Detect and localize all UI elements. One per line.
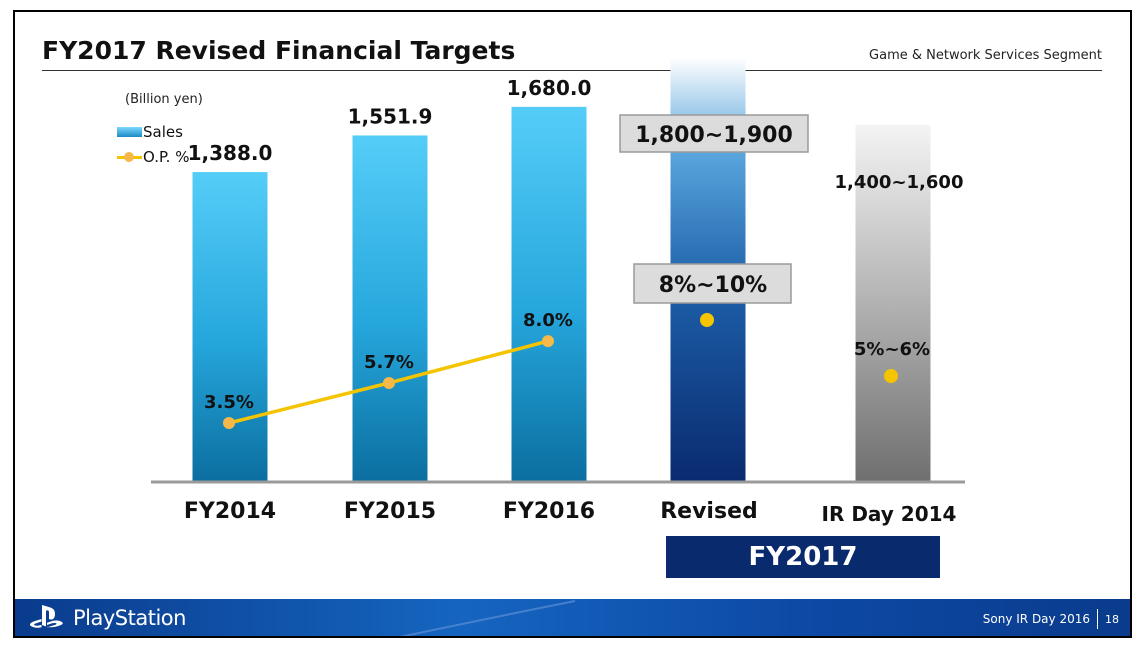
category-label: Revised	[660, 499, 758, 524]
sales-op-chart: 1,388.0 1,551.9 1,680.0 1,800~1,900 1,400~1,…	[151, 57, 965, 526]
legend-sales-label: Sales	[143, 123, 183, 141]
op-point	[223, 417, 235, 429]
op-point	[884, 369, 898, 383]
segment-label: Game & Network Services Segment	[869, 48, 1102, 63]
category-label: FY2014	[184, 499, 276, 524]
category-label: FY2016	[503, 499, 595, 524]
op-value-label: 8.0%	[523, 310, 573, 331]
sales-value-label: 1,388.0	[188, 141, 273, 165]
slide-title: FY2017 Revised Financial Targets	[42, 36, 516, 65]
footer-brand: PlayStation	[73, 606, 186, 630]
revised-sales-box	[619, 114, 809, 153]
category-label: FY2015	[344, 499, 436, 524]
sales-value-label: 1,680.0	[507, 76, 592, 100]
op-value-label: 3.5%	[204, 392, 254, 413]
sales-bar	[511, 106, 587, 482]
playstation-logo: PlayStation	[29, 605, 186, 631]
op-value-label: 5.7%	[364, 352, 414, 373]
footer-swoosh	[399, 600, 576, 636]
unit-label: (Billion yen)	[125, 92, 203, 107]
playstation-icon	[29, 605, 63, 628]
sales-bar	[192, 172, 268, 482]
fy2017-banner: FY2017	[666, 536, 940, 578]
op-point	[700, 313, 714, 327]
op-point	[542, 335, 554, 348]
legend-op: O.P. %	[117, 148, 189, 166]
footer-bar: PlayStation Sony IR Day 2016 18	[15, 599, 1130, 636]
page-number: 18	[1105, 613, 1119, 626]
op-value-label: 5%~6%	[854, 339, 930, 360]
slide-frame: FY2017 Revised Financial Targets Game & …	[13, 10, 1132, 638]
legend-op-label: O.P. %	[143, 148, 190, 166]
op-line-swatch-icon	[117, 151, 142, 163]
title-rule	[42, 70, 1102, 71]
op-value-label: 8%~10%	[659, 273, 767, 298]
sales-bar	[352, 135, 428, 482]
footer-event: Sony IR Day 2016	[982, 612, 1090, 626]
legend-sales: Sales	[117, 123, 183, 141]
footer-separator	[1097, 609, 1098, 629]
op-point	[383, 376, 395, 389]
sales-value-label: 1,400~1,600	[835, 172, 964, 193]
sales-swatch-icon	[117, 127, 142, 137]
sales-value-label: 1,800~1,900	[635, 123, 793, 148]
sales-value-label: 1,551.9	[348, 104, 433, 128]
revised-op-box	[633, 263, 792, 304]
sales-bar	[855, 124, 931, 482]
category-label: IR Day 2014	[822, 502, 957, 526]
